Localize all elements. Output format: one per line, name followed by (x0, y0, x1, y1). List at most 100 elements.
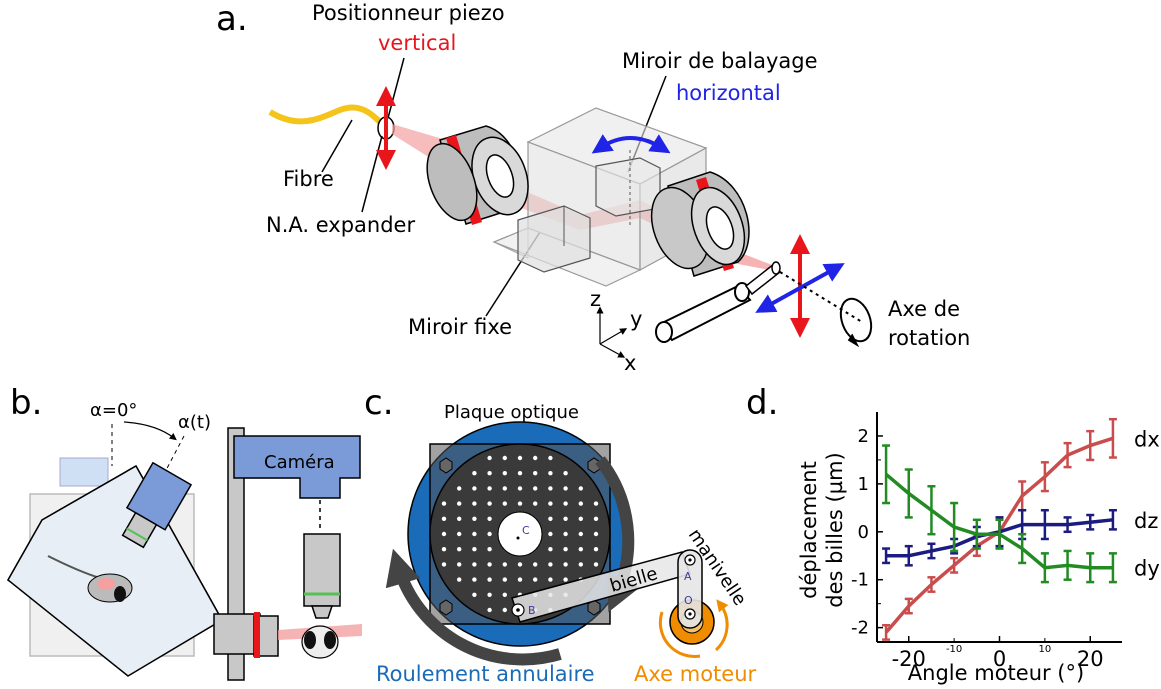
point-c-label: C (522, 524, 530, 537)
alpha-zero-label: α=0° (90, 400, 137, 421)
axis-x-label: x (624, 351, 636, 375)
plate-hole (487, 471, 492, 476)
zebrafish-side (301, 625, 339, 659)
rotation-axis-label-2: rotation (888, 326, 970, 350)
plate-hole (441, 531, 447, 537)
plate-hole (533, 562, 538, 567)
plate-hole (517, 486, 523, 491)
motor-rotation-left (658, 611, 701, 658)
plate-hole (533, 471, 538, 476)
plate-hole (517, 562, 523, 567)
rotation-axis-label-1: Axe de (888, 297, 960, 321)
plate-hole (472, 486, 477, 491)
rotation-arrowhead (847, 333, 860, 348)
x-minor-tick-label: -10 (946, 644, 962, 655)
ghost-camera (59, 457, 109, 487)
y-axis-label-1: déplacement (797, 461, 821, 599)
piezo-axis-label: vertical (378, 31, 456, 55)
plate-hole (563, 471, 568, 476)
panel-b-letter: b. (10, 383, 42, 423)
plate-hole (563, 501, 568, 506)
plate-hole (472, 547, 477, 552)
plate-hole (517, 455, 523, 461)
plate-hole (578, 562, 583, 567)
alpha-arc (123, 421, 177, 441)
crank (677, 549, 703, 629)
plate-hole (472, 501, 477, 506)
rotation-arrow-left (385, 548, 562, 666)
beam-2 (500, 180, 720, 256)
x-minor-tick-label: 10 (1039, 644, 1052, 655)
motor-rotation-right (714, 599, 729, 652)
piezo-leader (387, 57, 405, 119)
y-tick-label: -2 (851, 618, 869, 639)
plate-hole (548, 471, 553, 476)
y-tick-label: 2 (858, 426, 869, 447)
camera-label: Caméra (264, 452, 335, 473)
plate-hole (487, 607, 492, 613)
y-tick-label: -1 (851, 570, 869, 591)
plate-hole (548, 486, 553, 491)
expander-leader (361, 135, 383, 213)
plate-hole (578, 547, 583, 552)
plate-hole (487, 592, 492, 597)
rotation-axis-line (779, 271, 863, 323)
plate-hole (517, 471, 523, 476)
plate-hole (441, 562, 447, 567)
y-tick-label: 0 (858, 522, 869, 543)
plate-hole (593, 531, 599, 537)
scan-mirror-label: Miroir de balayage (622, 49, 818, 73)
plate-hole (578, 486, 583, 491)
fixed-mirror-label: Miroir fixe (408, 315, 512, 339)
plate-hole (487, 547, 492, 552)
plate-hole (593, 501, 599, 506)
plate-hole (563, 516, 568, 521)
camera-box (233, 435, 361, 499)
fibre-label: Fibre (283, 167, 334, 191)
plate-hole (457, 547, 462, 552)
plate-hole (487, 486, 492, 491)
horizontal-curved-arrow (591, 134, 671, 154)
expander-label: N.A. expander (266, 213, 415, 237)
plate-hole (548, 547, 553, 552)
alpha-t-line (163, 435, 185, 475)
plate-hole (548, 577, 553, 582)
scan-lens-1 (426, 125, 529, 225)
panel-a-letter: a. (216, 0, 248, 39)
plate-hole (578, 531, 583, 537)
plate-hole (472, 531, 477, 537)
plate-hole (548, 562, 553, 567)
piezo-label: Positionneur piezo (312, 1, 505, 25)
point-a-label: A (684, 570, 692, 583)
plate-hole (472, 562, 477, 567)
axis-y-label: y (630, 307, 642, 331)
plate-hole (502, 577, 507, 582)
zebrafish-b (47, 555, 133, 603)
horizontal-arrow-tip (755, 263, 845, 313)
plate-hole (457, 562, 462, 567)
axes-gizmo (596, 306, 628, 358)
x-tick-label: -20 (892, 647, 926, 671)
hex-screws (439, 457, 601, 616)
plate-hole (487, 562, 492, 567)
plate-hole (441, 547, 447, 552)
plate-hole (472, 592, 477, 597)
panel-b: b. α=0° α(t) Caméra (6, 383, 362, 681)
panel-a: a. Positionneur piezo vertical Miroir de… (216, 0, 970, 375)
plate-hole (593, 516, 599, 521)
plate-hole (472, 577, 477, 582)
plate-hole (578, 516, 583, 521)
plate-hole (533, 577, 538, 582)
tube (655, 261, 782, 343)
plate-hole (487, 501, 492, 506)
plate-hole (548, 516, 553, 521)
plate-hole (457, 486, 462, 491)
point-o-label: O (684, 594, 693, 607)
x-axis-label: Angle moteur (°) (908, 661, 1084, 685)
plate-hole (457, 577, 462, 582)
plate-hole (502, 592, 507, 597)
plate-hole (517, 501, 523, 506)
series-label-dy: dy (1134, 557, 1160, 581)
plate-hole (441, 516, 447, 521)
